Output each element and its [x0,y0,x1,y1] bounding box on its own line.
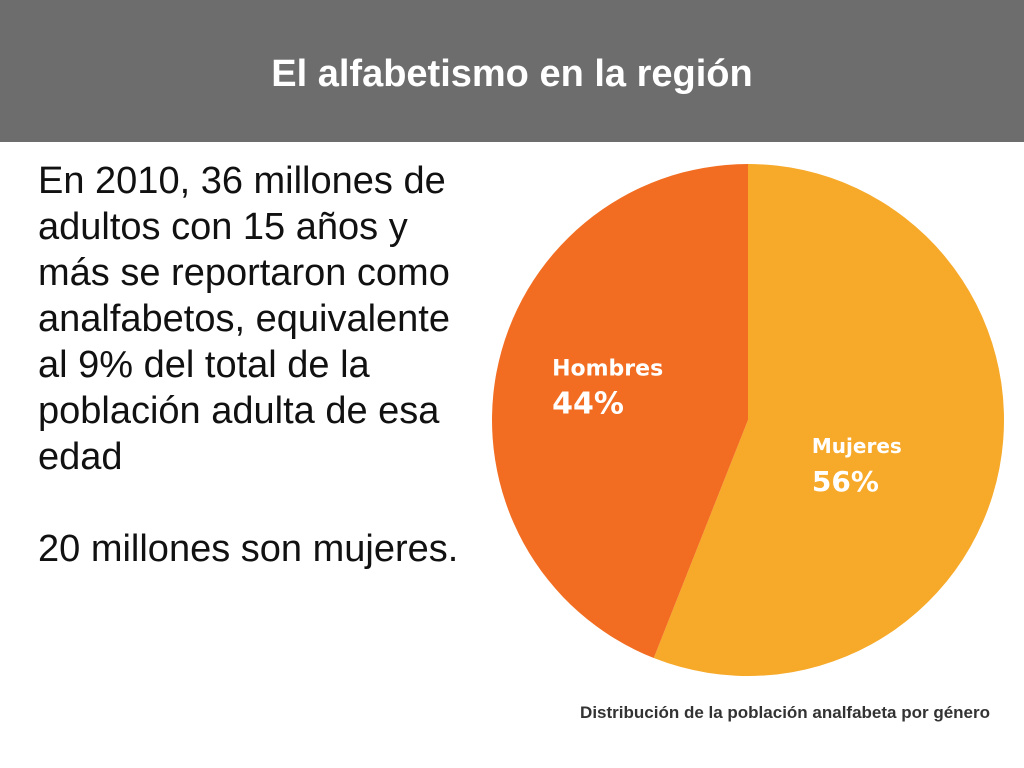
paragraph-women-count: 20 millones son mujeres. [38,528,459,570]
pie-slice-hombres [492,164,748,659]
slice-label-hombres: Hombres [552,357,663,382]
slice-value-hombres: 44% [552,387,624,422]
slice-label-mujeres: Mujeres [812,434,902,458]
title-bar [0,0,1024,142]
body-text: En 2010, 36 millones de adultos con 15 a… [38,158,468,572]
pie-chart: Mujeres 56% Hombres 44% [492,164,1005,676]
slide-title: El alfabetismo en la región [271,53,753,95]
chart-caption: Distribución de la población analfabeta … [580,703,990,722]
slice-value-mujeres: 56% [812,465,879,498]
paragraph-illiteracy-stats: En 2010, 36 millones de adultos con 15 a… [38,160,450,478]
pie-slice-mujeres [653,164,1005,676]
